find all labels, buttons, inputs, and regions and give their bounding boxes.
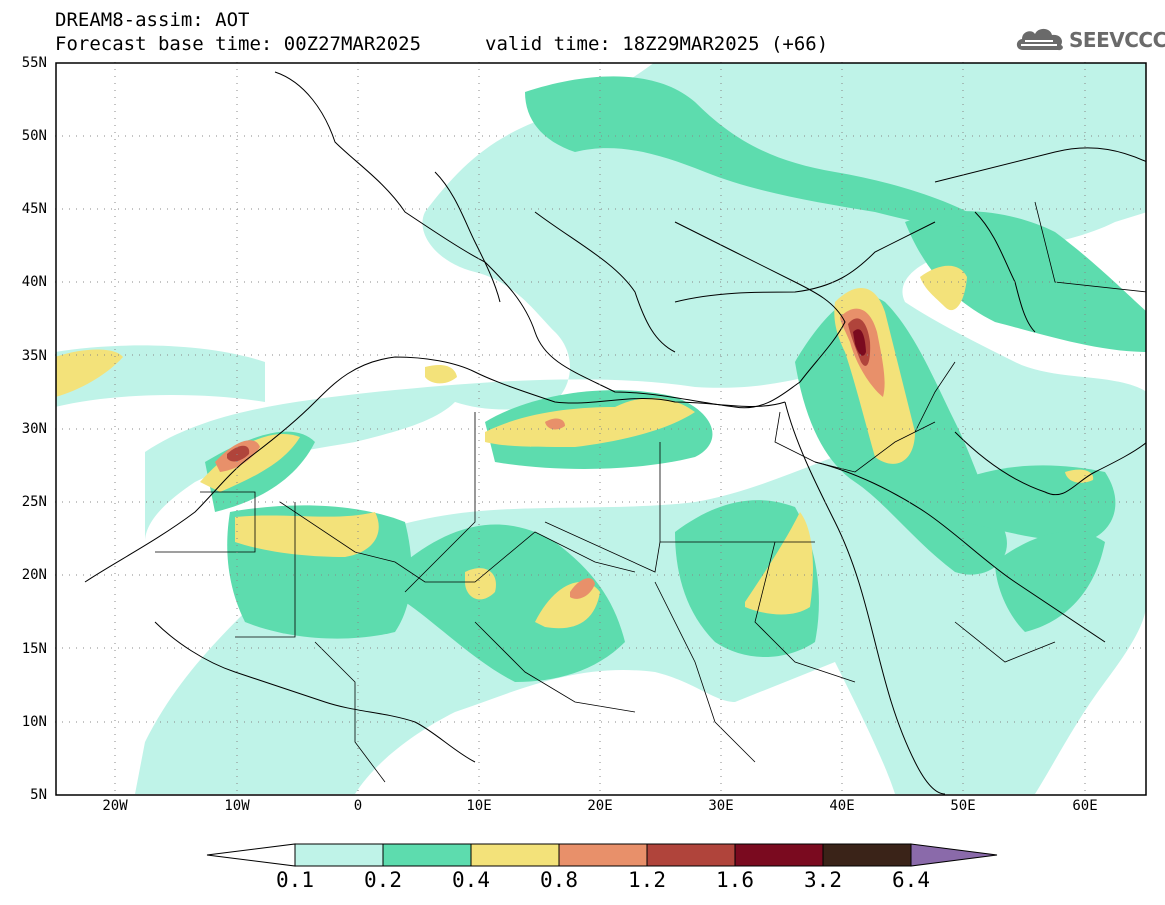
chart-title: DREAM8-assim: AOT — [55, 9, 250, 31]
lon-label-20e: 20E — [587, 798, 613, 814]
map-frame — [55, 62, 1147, 796]
lat-label-5n: 5N — [30, 787, 47, 803]
lat-label-35n: 35N — [21, 348, 47, 364]
colorbar-label-3.2: 3.2 — [804, 868, 842, 892]
lon-label-10w: 10W — [224, 798, 250, 814]
colorbar-label-0.1: 0.1 — [276, 868, 314, 892]
colorbar-label-0.4: 0.4 — [452, 868, 490, 892]
colorbar — [206, 843, 998, 867]
colorbar-bin-3.2 — [822, 843, 912, 867]
lon-label-10e: 10E — [466, 798, 492, 814]
lat-label-15n: 15N — [21, 641, 47, 657]
lat-label-10n: 10N — [21, 714, 47, 730]
aot-map — [55, 62, 1147, 796]
forecast-base-time: Forecast base time: 00Z27MAR2025 — [55, 33, 422, 55]
lon-label-30e: 30E — [708, 798, 734, 814]
colorbar-label-0.8: 0.8 — [540, 868, 578, 892]
colorbar-low-arrow — [206, 843, 296, 867]
lat-label-55n: 55N — [21, 55, 47, 71]
valid-time: valid time: 18Z29MAR2025 (+66) — [485, 33, 829, 55]
colorbar-bin-0.2 — [382, 843, 472, 867]
colorbar-high-arrow — [910, 843, 998, 867]
colorbar-label-1.2: 1.2 — [628, 868, 666, 892]
lat-label-20n: 20N — [21, 567, 47, 583]
lon-label-40e: 40E — [829, 798, 855, 814]
lat-label-30n: 30N — [21, 421, 47, 437]
aot-level-0.4 — [56, 265, 1094, 629]
seevccc-logo: SEEVCCC — [1013, 20, 1165, 60]
lon-label-50e: 50E — [950, 798, 976, 814]
colorbar-bin-0.1 — [294, 843, 384, 867]
colorbar-bin-1.6 — [734, 843, 824, 867]
lon-label-0: 0 — [353, 798, 363, 814]
colorbar-label-1.6: 1.6 — [716, 868, 754, 892]
lat-label-45n: 45N — [21, 201, 47, 217]
lon-label-60e: 60E — [1072, 798, 1098, 814]
country-borders — [155, 201, 1146, 783]
colorbar-label-6.4: 6.4 — [892, 868, 930, 892]
lat-label-40n: 40N — [21, 274, 47, 290]
lon-label-20w: 20W — [102, 798, 128, 814]
grid-lines — [55, 62, 1147, 796]
aot-level-1.6 — [853, 329, 866, 356]
lat-label-50n: 50N — [21, 128, 47, 144]
colorbar-bin-0.8 — [558, 843, 648, 867]
colorbar-bin-0.4 — [470, 843, 560, 867]
logo-text: SEEVCCC — [1069, 28, 1165, 52]
coastlines — [84, 71, 1146, 795]
lat-label-25n: 25N — [21, 494, 47, 510]
colorbar-bin-1.2 — [646, 843, 736, 867]
cloud-icon — [1016, 28, 1063, 51]
colorbar-label-0.2: 0.2 — [364, 868, 402, 892]
